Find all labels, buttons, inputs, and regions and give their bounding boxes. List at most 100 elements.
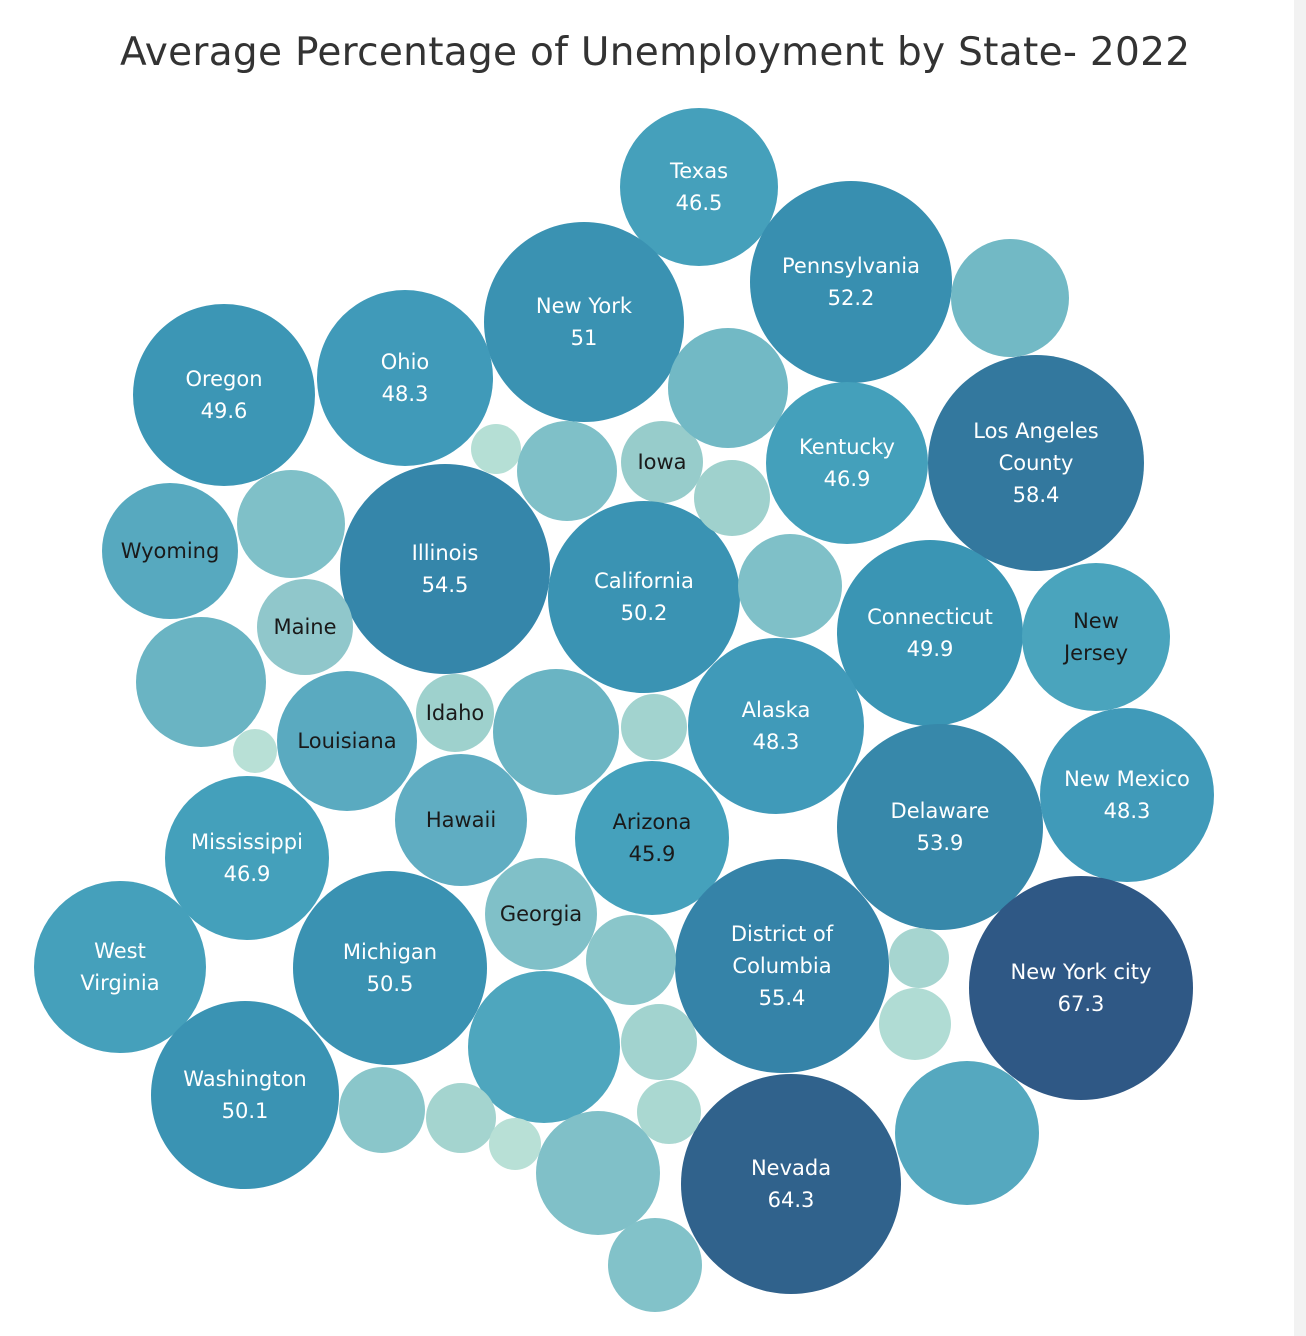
bubble-unlabeled-36[interactable] (136, 617, 266, 747)
bubble-illinois[interactable]: Illinois 54.5 (340, 464, 550, 674)
bubble-mark-michigan[interactable] (293, 871, 487, 1065)
bubble-mark-unlabeled-39[interactable] (621, 694, 687, 760)
bubble-unlabeled-35[interactable] (738, 534, 842, 638)
bubble-mark-nevada[interactable] (681, 1074, 901, 1294)
bubble-mark-illinois[interactable] (340, 464, 550, 674)
bubble-los-angeles-county[interactable]: Los Angeles County 58.4 (928, 355, 1144, 571)
bubble-connecticut[interactable]: Connecticut 49.9 (837, 540, 1023, 726)
bubble-kentucky[interactable]: Kentucky 46.9 (766, 382, 928, 544)
bubble-louisiana[interactable]: Louisiana (277, 671, 417, 811)
bubble-unlabeled-29[interactable] (951, 239, 1069, 357)
bubble-unlabeled-31[interactable] (471, 424, 521, 474)
bubble-mark-california[interactable] (548, 501, 740, 693)
bubble-unlabeled-41[interactable] (621, 1004, 697, 1080)
bubble-mark-unlabeled-40[interactable] (586, 915, 676, 1005)
bubble-mark-unlabeled-45[interactable] (895, 1061, 1039, 1205)
bubble-mark-new-york[interactable] (484, 222, 684, 422)
bubble-district-of-columbia[interactable]: District of Columbia 55.4 (675, 859, 889, 1073)
bubble-mark-georgia[interactable] (485, 858, 597, 970)
bubble-mark-unlabeled-36[interactable] (136, 617, 266, 747)
bubble-mark-new-jersey[interactable] (1022, 563, 1170, 711)
bubble-unlabeled-37[interactable] (233, 729, 277, 773)
bubble-texas[interactable]: Texas 46.5 (620, 108, 778, 266)
bubble-mark-unlabeled-43[interactable] (468, 971, 620, 1123)
bubble-mark-unlabeled-33[interactable] (694, 460, 770, 536)
bubble-oregon[interactable]: Oregon 49.6 (133, 304, 315, 486)
bubble-new-mexico[interactable]: New Mexico 48.3 (1040, 708, 1214, 882)
bubble-west-virginia[interactable]: West Virginia (34, 881, 206, 1053)
bubble-mark-district-of-columbia[interactable] (675, 859, 889, 1073)
bubble-mark-new-mexico[interactable] (1040, 708, 1214, 882)
bubble-mark-unlabeled-47[interactable] (426, 1083, 496, 1153)
bubble-unlabeled-32[interactable] (517, 421, 617, 521)
bubble-new-york[interactable]: New York 51 (484, 222, 684, 422)
bubble-new-jersey[interactable]: New Jersey (1022, 563, 1170, 711)
bubble-mark-delaware[interactable] (837, 724, 1043, 930)
bubble-ohio[interactable]: Ohio 48.3 (317, 290, 493, 466)
bubble-mark-iowa[interactable] (621, 421, 703, 503)
bubble-mark-kentucky[interactable] (766, 382, 928, 544)
bubble-unlabeled-50[interactable] (536, 1111, 660, 1235)
bubble-mark-oregon[interactable] (133, 304, 315, 486)
bubble-unlabeled-43[interactable] (468, 971, 620, 1123)
bubble-mark-new-york-city[interactable] (969, 876, 1193, 1100)
bubble-mark-mississippi[interactable] (165, 776, 329, 940)
bubble-new-york-city[interactable]: New York city 67.3 (969, 876, 1193, 1100)
bubble-unlabeled-40[interactable] (586, 915, 676, 1005)
bubble-unlabeled-30[interactable] (668, 328, 788, 448)
bubble-mark-pennsylvania[interactable] (750, 181, 952, 383)
bubble-alaska[interactable]: Alaska 48.3 (688, 638, 864, 814)
bubble-mark-los-angeles-county[interactable] (928, 355, 1144, 571)
bubble-unlabeled-44[interactable] (879, 988, 951, 1060)
bubble-mark-unlabeled-42[interactable] (889, 928, 949, 988)
bubble-delaware[interactable]: Delaware 53.9 (837, 724, 1043, 930)
bubble-unlabeled-39[interactable] (621, 694, 687, 760)
bubble-mark-wyoming[interactable] (102, 483, 238, 619)
bubble-mark-unlabeled-35[interactable] (738, 534, 842, 638)
bubble-maine[interactable]: Maine (257, 579, 353, 675)
bubble-washington[interactable]: Washington 50.1 (151, 1001, 339, 1189)
bubble-unlabeled-34[interactable] (237, 470, 345, 578)
bubble-unlabeled-33[interactable] (694, 460, 770, 536)
bubble-michigan[interactable]: Michigan 50.5 (293, 871, 487, 1065)
bubble-mark-washington[interactable] (151, 1001, 339, 1189)
bubble-mark-unlabeled-29[interactable] (951, 239, 1069, 357)
bubble-unlabeled-49[interactable] (637, 1080, 701, 1144)
bubble-unlabeled-47[interactable] (426, 1083, 496, 1153)
bubble-hawaii[interactable]: Hawaii (395, 754, 527, 886)
bubble-unlabeled-45[interactable] (895, 1061, 1039, 1205)
vertical-scrollbar[interactable] (1294, 0, 1306, 1336)
bubble-unlabeled-51[interactable] (608, 1218, 702, 1312)
bubble-mark-unlabeled-49[interactable] (637, 1080, 701, 1144)
bubble-mark-unlabeled-32[interactable] (517, 421, 617, 521)
bubble-arizona[interactable]: Arizona 45.9 (575, 761, 729, 915)
bubble-mark-unlabeled-41[interactable] (621, 1004, 697, 1080)
bubble-mark-idaho[interactable] (416, 674, 494, 752)
bubble-unlabeled-42[interactable] (889, 928, 949, 988)
bubble-mark-unlabeled-38[interactable] (493, 669, 619, 795)
bubble-unlabeled-38[interactable] (493, 669, 619, 795)
bubble-mark-connecticut[interactable] (837, 540, 1023, 726)
bubble-mark-arizona[interactable] (575, 761, 729, 915)
bubble-idaho[interactable]: Idaho (416, 674, 494, 752)
bubble-california[interactable]: California 50.2 (548, 501, 740, 693)
bubble-mark-alaska[interactable] (688, 638, 864, 814)
bubble-mark-unlabeled-51[interactable] (608, 1218, 702, 1312)
bubble-iowa[interactable]: Iowa (621, 421, 703, 503)
bubble-wyoming[interactable]: Wyoming (102, 483, 238, 619)
bubble-mark-unlabeled-31[interactable] (471, 424, 521, 474)
bubble-mark-hawaii[interactable] (395, 754, 527, 886)
bubble-pennsylvania[interactable]: Pennsylvania 52.2 (750, 181, 952, 383)
bubble-unlabeled-48[interactable] (489, 1118, 541, 1170)
bubble-mark-unlabeled-37[interactable] (233, 729, 277, 773)
bubble-mark-unlabeled-34[interactable] (237, 470, 345, 578)
bubble-mark-texas[interactable] (620, 108, 778, 266)
bubble-mississippi[interactable]: Mississippi 46.9 (165, 776, 329, 940)
bubble-mark-unlabeled-46[interactable] (339, 1067, 425, 1153)
bubble-nevada[interactable]: Nevada 64.3 (681, 1074, 901, 1294)
bubble-mark-unlabeled-30[interactable] (668, 328, 788, 448)
bubble-mark-unlabeled-50[interactable] (536, 1111, 660, 1235)
bubble-mark-unlabeled-44[interactable] (879, 988, 951, 1060)
bubble-unlabeled-46[interactable] (339, 1067, 425, 1153)
bubble-mark-west-virginia[interactable] (34, 881, 206, 1053)
